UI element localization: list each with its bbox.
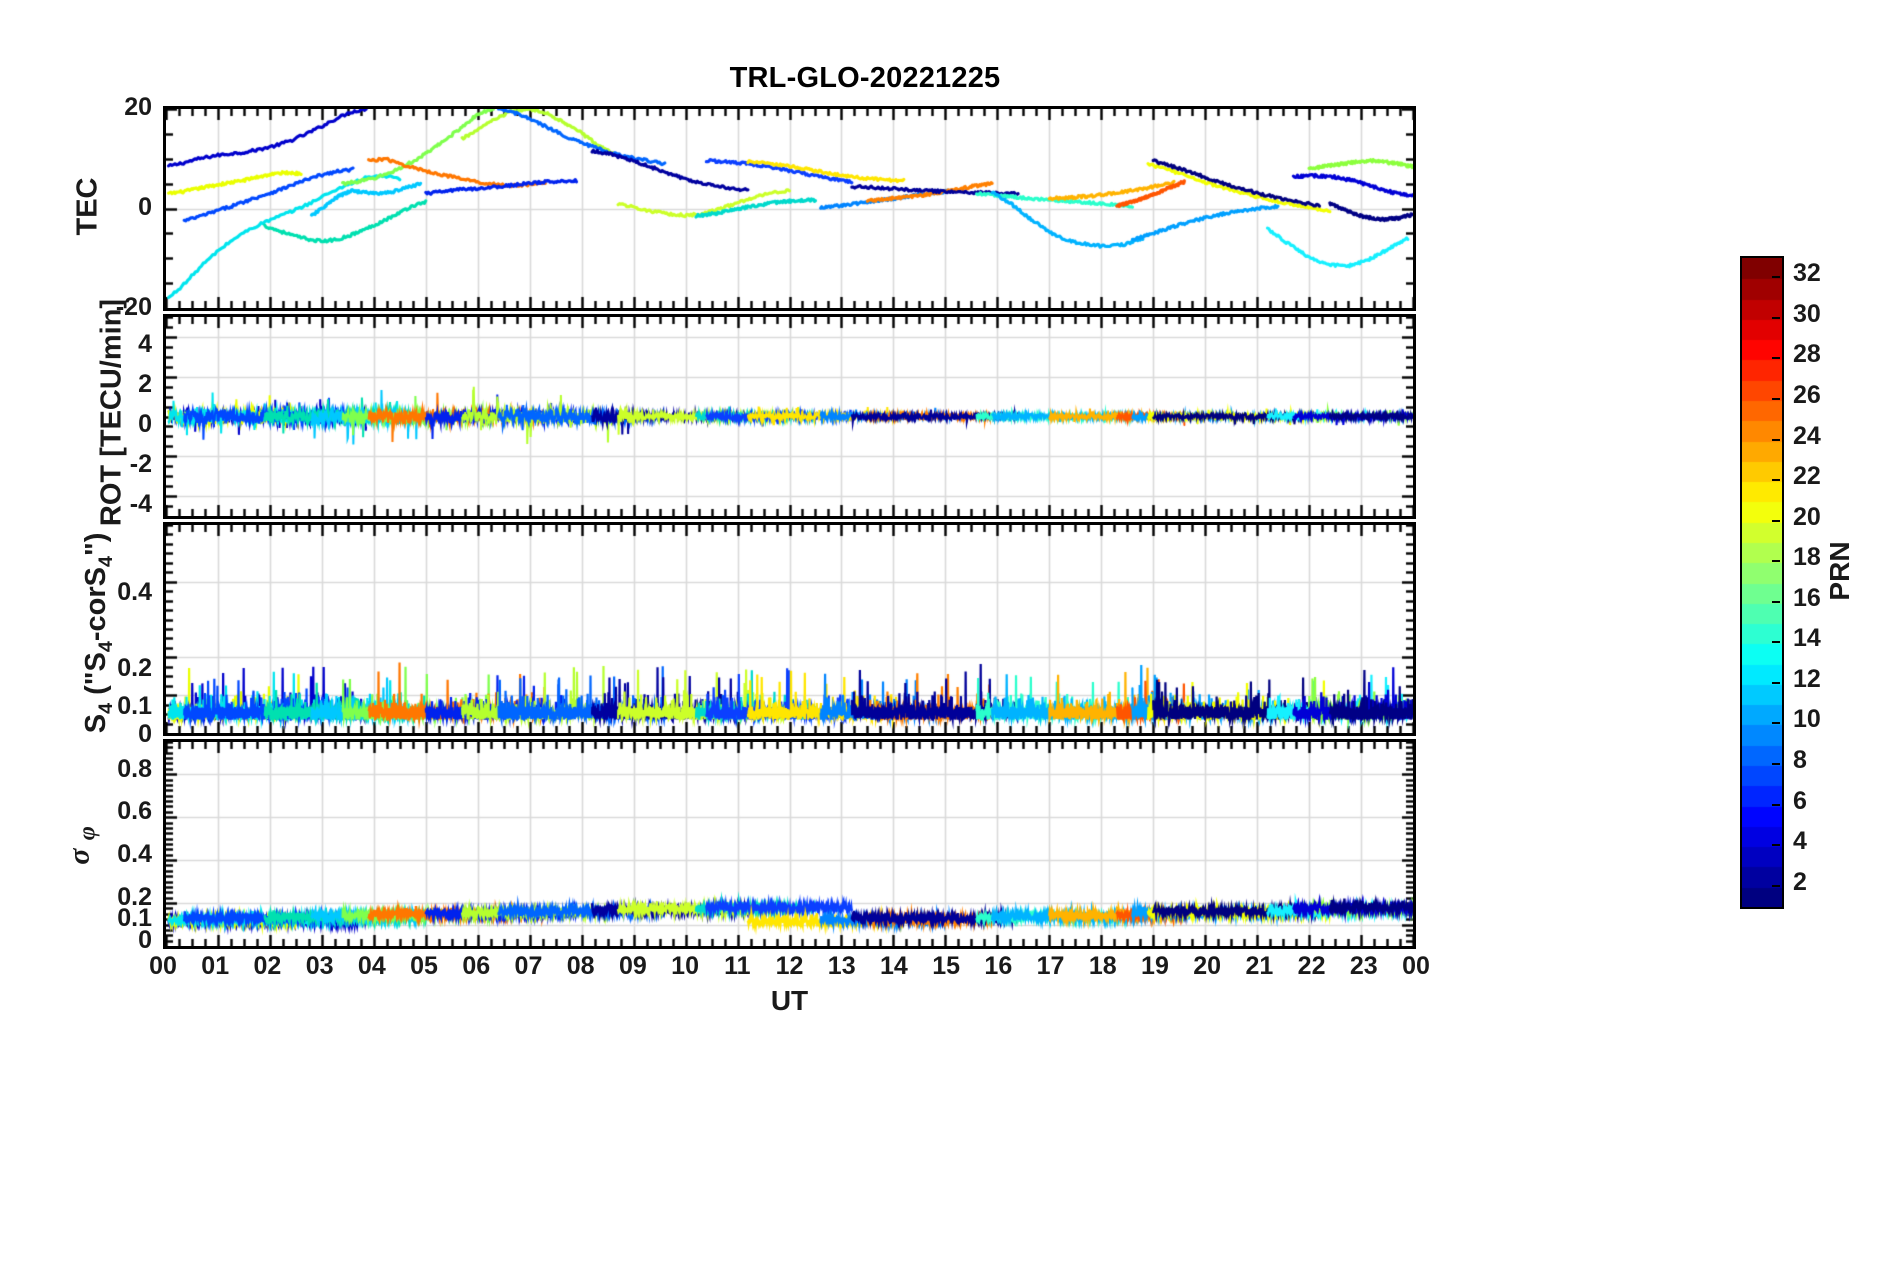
x-tick-01-1: 01: [201, 952, 230, 980]
rot-ytick-2: 2: [138, 370, 152, 398]
colorbar-tick-8: 8: [1793, 746, 1807, 775]
colorbar-tickmark-12: [1772, 681, 1780, 684]
s4-ytick-01: 0.1: [117, 692, 152, 720]
tec-ytick-20: 20: [124, 93, 152, 121]
colorbar-tick-24: 24: [1793, 421, 1821, 450]
x-tick-08-8: 08: [566, 952, 595, 980]
sigma-phi-ytick-01: 0.1: [117, 904, 152, 932]
colorbar-tick-6: 6: [1793, 786, 1807, 815]
colorbar-tickmark-8: [1772, 763, 1780, 766]
x-tick-03-3: 03: [305, 952, 334, 980]
colorbar-tick-12: 12: [1793, 664, 1821, 693]
sigma-phi-plot-canvas: [166, 742, 1413, 946]
x-tick-11-11: 11: [724, 952, 751, 980]
sigma-phi-ytick-0: 0: [138, 926, 152, 954]
colorbar-tick-14: 14: [1793, 624, 1821, 653]
x-tick-10-10: 10: [671, 952, 699, 980]
colorbar-tickmark-14: [1772, 641, 1780, 644]
figure-title: TRL-GLO-20221225: [729, 62, 1001, 94]
x-tick-22-22: 22: [1297, 952, 1326, 980]
x-axis-label: UT: [770, 985, 809, 1016]
rot-ytick-0: 0: [138, 410, 152, 438]
colorbar-tickmark-22: [1772, 479, 1780, 482]
sigma-phi-ytick-08: 0.8: [117, 755, 152, 783]
colorbar-tickmark-18: [1772, 560, 1780, 563]
colorbar-tickmark-28: [1772, 357, 1780, 360]
x-tick-21-21: 21: [1245, 952, 1274, 980]
x-tick-18-18: 18: [1088, 952, 1117, 980]
rot-ytick-4: 4: [138, 330, 152, 358]
colorbar-tick-18: 18: [1793, 543, 1821, 572]
tec-ytick-neg20: -20: [115, 293, 152, 321]
sigma-phi-ytick-02: 0.2: [117, 883, 152, 911]
x-tick-07-7: 07: [514, 952, 543, 980]
rot-plot-canvas: [166, 317, 1413, 516]
colorbar-tickmark-26: [1772, 397, 1780, 400]
x-tick-00-0: 00: [149, 952, 177, 980]
x-tick-00-24: 00: [1402, 952, 1430, 980]
tec-ytick-0: 0: [138, 193, 152, 221]
x-tick-16-16: 16: [984, 952, 1013, 980]
x-tick-05-5: 05: [410, 952, 438, 980]
colorbar-tickmark-30: [1772, 316, 1780, 319]
colorbar-label: PRN: [1824, 541, 1855, 601]
x-tick-19-19: 19: [1141, 952, 1169, 980]
colorbar-tick-2: 2: [1793, 867, 1807, 896]
x-tick-14-14: 14: [880, 952, 908, 980]
colorbar-tickmark-4: [1772, 844, 1780, 847]
colorbar-tick-10: 10: [1793, 705, 1821, 734]
x-tick-09-9: 09: [618, 952, 647, 980]
x-tick-12-12: 12: [775, 952, 804, 980]
s4-plot-canvas: [166, 525, 1413, 733]
s4-ytick-02: 0.2: [117, 654, 152, 682]
colorbar-tick-26: 26: [1793, 380, 1821, 409]
colorbar-tickmark-32: [1772, 276, 1780, 279]
x-tick-15-15: 15: [932, 952, 961, 980]
panel-sigma-phi: [163, 739, 1416, 949]
colorbar-tickmark-16: [1772, 600, 1780, 603]
x-tick-23-23: 23: [1349, 952, 1378, 980]
sigma-phi-ytick-04: 0.4: [117, 840, 152, 868]
colorbar-tick-28: 28: [1793, 340, 1821, 369]
rot-ytick-neg2: -2: [129, 450, 152, 478]
colorbar-gradient: [1742, 258, 1782, 907]
panel-s4: [163, 522, 1416, 736]
colorbar-tickmark-20: [1772, 519, 1780, 522]
tec-plot-canvas: [166, 109, 1413, 308]
colorbar-tick-16: 16: [1793, 583, 1821, 612]
colorbar-tick-22: 22: [1793, 462, 1821, 491]
x-tick-06-6: 06: [462, 952, 491, 980]
x-tick-13-13: 13: [827, 952, 856, 980]
sigma-phi-ytick-06: 0.6: [117, 797, 152, 825]
colorbar-tickmark-24: [1772, 438, 1780, 441]
s4-ytick-0: 0: [138, 720, 152, 748]
panel-tec: [163, 106, 1416, 311]
colorbar-tick-30: 30: [1793, 299, 1821, 328]
x-tick-04-4: 04: [357, 952, 386, 980]
x-tick-02-2: 02: [253, 952, 282, 980]
colorbar: [1740, 256, 1784, 909]
x-tick-20-20: 20: [1193, 952, 1222, 980]
colorbar-tickmark-10: [1772, 722, 1780, 725]
colorbar-tick-4: 4: [1793, 827, 1807, 856]
x-tick-17-17: 17: [1036, 952, 1065, 980]
colorbar-tick-32: 32: [1793, 259, 1821, 288]
colorbar-tickmark-2: [1772, 884, 1780, 887]
rot-ytick-neg4: -4: [129, 490, 152, 518]
s4-ytick-04: 0.4: [117, 578, 152, 606]
panel-rot: [163, 314, 1416, 519]
colorbar-tick-20: 20: [1793, 502, 1821, 531]
colorbar-tickmark-6: [1772, 803, 1780, 806]
